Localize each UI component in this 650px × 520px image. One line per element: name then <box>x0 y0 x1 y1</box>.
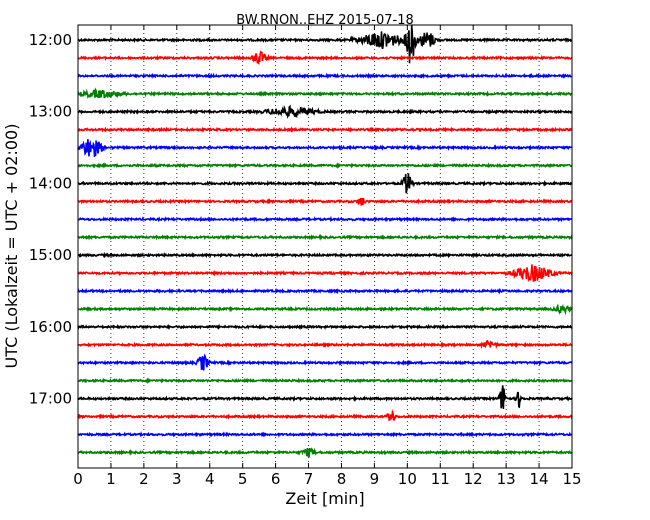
trace-row-1 <box>77 50 573 66</box>
trace-row-19 <box>77 377 573 385</box>
x-tick-label: 15 <box>562 470 581 488</box>
x-tick-label: 9 <box>370 470 380 488</box>
y-tick-label: 16:00 <box>29 318 72 336</box>
trace-row-12 <box>77 251 573 259</box>
x-tick-label: 11 <box>431 470 450 488</box>
x-tick-label: 0 <box>73 470 83 488</box>
plot-frame <box>77 24 573 469</box>
x-tick-label: 3 <box>172 470 182 488</box>
x-tick-label: 5 <box>238 470 248 488</box>
trace-row-14 <box>77 287 573 295</box>
trace-row-6 <box>77 139 573 157</box>
trace-row-2 <box>77 72 573 80</box>
trace-row-18 <box>77 353 573 371</box>
y-tick-label: 17:00 <box>29 390 72 408</box>
trace-rows <box>77 25 573 458</box>
y-axis-label: UTC (Lokalzeit = UTC + 02:00) <box>2 124 21 369</box>
x-axis-label: Zeit [min] <box>285 489 364 508</box>
trace-row-10 <box>77 215 573 223</box>
x-tick-label: 14 <box>530 470 549 488</box>
trace-row-17 <box>77 339 573 350</box>
trace-row-20 <box>77 385 573 410</box>
y-axis-ticks: 12:00 13:00 14:00 15:00 16:00 17:00 <box>29 31 572 408</box>
trace-row-8 <box>77 173 573 194</box>
chart-title: BW.RNON..EHZ 2015-07-18 <box>236 13 414 28</box>
x-tick-label: 12 <box>464 470 483 488</box>
grid-lines <box>110 25 540 468</box>
trace-row-11 <box>77 233 573 241</box>
x-tick-label: 4 <box>205 470 215 488</box>
y-tick-label: 13:00 <box>29 103 72 121</box>
trace-row-22 <box>77 431 573 438</box>
trace-row-16 <box>77 323 573 331</box>
trace-row-23 <box>77 447 573 458</box>
trace-row-3 <box>77 87 573 99</box>
x-tick-label: 13 <box>497 470 516 488</box>
trace-row-9 <box>77 197 573 207</box>
x-tick-label: 10 <box>398 470 417 488</box>
trace-row-4 <box>77 104 573 119</box>
trace-row-13 <box>77 264 573 283</box>
x-axis-ticks: 0 1 2 3 4 5 6 7 8 9 10 11 12 13 14 15 <box>73 25 582 488</box>
x-tick-label: 1 <box>106 470 116 488</box>
y-tick-label: 12:00 <box>29 31 72 49</box>
x-tick-label: 2 <box>139 470 149 488</box>
trace-row-7 <box>77 162 573 169</box>
y-tick-label: 14:00 <box>29 174 72 192</box>
y-tick-label: 15:00 <box>29 246 72 264</box>
x-tick-label: 6 <box>271 470 281 488</box>
trace-row-21 <box>77 408 573 422</box>
trace-row-0 <box>77 25 573 64</box>
x-tick-label: 7 <box>304 470 314 488</box>
x-tick-label: 8 <box>337 470 347 488</box>
trace-row-5 <box>77 126 573 134</box>
trace-row-15 <box>77 303 573 316</box>
